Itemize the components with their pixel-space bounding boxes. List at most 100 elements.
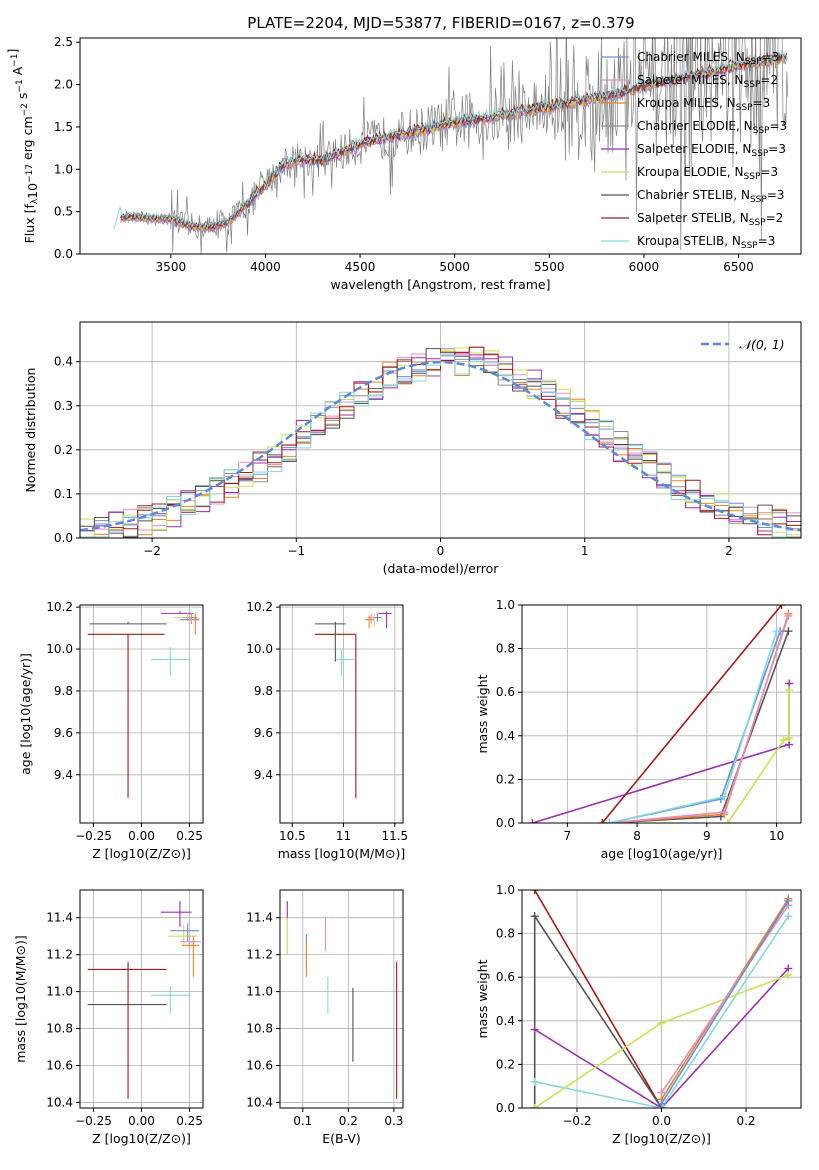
chart-age-vs-mass: 10.5 11 11.5 9.4 9.6 9.8 10.0 10.2 mass [log10(M…	[246, 600, 408, 861]
weight-line-salpeter-miles	[660, 904, 789, 1094]
plot-area	[113, 38, 789, 254]
y-axis-label: Normed distribution	[23, 368, 38, 493]
x-tick-label: 0.1	[293, 1114, 312, 1128]
model-spectrum-line	[120, 54, 788, 232]
legend-label: Chabrier STELIB, NSSP=3	[637, 188, 785, 205]
axes-frame	[521, 604, 802, 824]
y-tick-label: 2.5	[54, 35, 73, 49]
x-tick-label: 4500	[345, 260, 376, 274]
weight-marker	[605, 819, 614, 823]
x-tick-label: 0.25	[176, 1114, 203, 1128]
legend: 𝒩(0, 1)	[701, 337, 785, 352]
y-tick-label: 9.4	[254, 768, 273, 782]
normal-reference-curve	[80, 360, 801, 532]
x-axis-label: Z [log10(Z/Z⊙)]	[612, 1131, 711, 1146]
chart-spectrum: 3500 4000 4500 5000 5500 6000 6500 0.0 0.5 1.0 1.5…	[5, 35, 802, 292]
chart-weight-vs-age: 7 8 9 10 0.0 0.2 0.4 0.6 0.8 1.0 age [log10(age/yr…	[475, 598, 802, 861]
y-tick-label: 0.0	[496, 816, 515, 830]
y-tick-label: 1.0	[496, 883, 515, 897]
x-tick-label: 0	[437, 544, 445, 558]
errorbar-salpeter-elodie	[378, 611, 392, 629]
y-tick-label: 10.0	[246, 642, 273, 656]
errorbar-salpeter-miles	[179, 936, 202, 950]
x-axis-label: wavelength [Angstrom, rest frame]	[330, 277, 550, 292]
y-tick-label: 11.2	[46, 948, 73, 962]
y-tick-label: 1.0	[496, 598, 515, 612]
errorbar-chabrier-stelib	[314, 621, 346, 662]
y-tick-label: 11.0	[246, 985, 273, 999]
y-tick-label: 10.6	[46, 1059, 73, 1073]
weight-line-salpeter-stelib	[534, 890, 663, 1108]
y-axis-label: mass weight	[475, 674, 490, 753]
y-tick-label: 10.4	[246, 1095, 273, 1109]
y-tick-label: 10.6	[246, 1059, 273, 1073]
weight-line-salpeter-stelib	[601, 605, 783, 823]
y-tick-label: 11.2	[246, 948, 273, 962]
x-tick-label: 11.5	[381, 829, 408, 843]
weight-marker	[657, 1099, 666, 1108]
weight-marker	[657, 1088, 666, 1097]
y-tick-label: 10.8	[46, 1022, 73, 1036]
legend-label: Kroupa STELIB, NSSP=3	[637, 234, 775, 251]
y-tick-label: 9.6	[254, 726, 273, 740]
weight-marker	[785, 686, 794, 695]
weight-marker	[528, 819, 537, 823]
plot-area	[522, 605, 801, 823]
plot-area	[80, 890, 203, 1108]
weight-marker	[784, 971, 793, 980]
weight-line-chabrier-miles	[660, 900, 789, 1105]
plot-area	[80, 605, 203, 823]
errorbar-kroupa-miles	[365, 615, 375, 629]
y-tick-label: 0.8	[496, 927, 515, 941]
x-tick-label: 3500	[156, 260, 187, 274]
x-tick-label: 1	[581, 544, 589, 558]
chart-weight-vs-Z: −0.2 0.0 0.2 0.0 0.2 0.4 0.6 0.8 1.0 Z [log10(Z/Z…	[475, 883, 802, 1146]
axes-frame	[279, 604, 404, 824]
errorbar-kroupa-stelib	[151, 986, 190, 1014]
x-tick-label: −0.25	[75, 829, 112, 843]
model-spectrum-line	[120, 54, 788, 234]
y-tick-label: 0.2	[496, 1057, 515, 1071]
x-tick-label: 11	[336, 829, 351, 843]
errorbar-kroupa-miles	[181, 936, 200, 977]
x-tick-label: −0.2	[562, 1114, 591, 1128]
legend: Chabrier MILES, NSSP=3 Salpeter MILES, NS…	[601, 50, 787, 251]
weight-line-kroupa-stelib	[534, 915, 789, 1108]
legend-label: Salpeter MILES, NSSP=2	[637, 73, 778, 90]
x-tick-label: 10	[769, 829, 784, 843]
y-tick-label: 0.5	[54, 205, 73, 219]
x-tick-label: −2	[143, 544, 161, 558]
y-tick-label: 9.4	[54, 768, 73, 782]
y-tick-label: 0.6	[496, 685, 515, 699]
x-axis-label: Z [log10(Z/Z⊙)]	[92, 1131, 191, 1146]
x-tick-label: 0.00	[128, 1114, 155, 1128]
weight-marker	[657, 1018, 666, 1027]
x-axis-label: age [log10(age/yr)]	[601, 846, 723, 861]
y-axis-label: age [log10(age/yr)]	[18, 653, 33, 775]
x-tick-label: 0.3	[384, 1114, 403, 1128]
x-tick-label: 9	[703, 829, 711, 843]
errorbar-salpeter-stelib	[87, 962, 167, 1099]
weight-marker	[784, 912, 793, 921]
model-spectrum-line	[113, 49, 789, 229]
errorbar-salpeter-stelib	[87, 633, 165, 798]
x-axis-label: E(B-V)	[322, 1131, 361, 1146]
figure-title: PLATE=2204, MJD=53877, FIBERID=0167, z=0…	[247, 14, 634, 32]
errorbar-chabrier-stelib	[89, 621, 167, 625]
errorbar-salpeter-stelib	[314, 633, 357, 798]
legend-label: Chabrier MILES, NSSP=3	[637, 50, 779, 67]
weight-marker	[530, 890, 539, 894]
axes-frame	[279, 889, 404, 1109]
y-tick-label: 1.0	[54, 162, 73, 176]
y-tick-label: 9.6	[54, 726, 73, 740]
y-tick-label: 11.0	[46, 985, 73, 999]
y-tick-label: 0.1	[54, 487, 73, 501]
weight-marker	[530, 1104, 539, 1108]
histogram-steps	[80, 354, 801, 538]
y-tick-label: 0.2	[496, 772, 515, 786]
y-tick-label: 10.4	[46, 1095, 73, 1109]
x-tick-label: 8	[633, 829, 641, 843]
y-tick-label: 0.6	[496, 970, 515, 984]
x-tick-label: 10.5	[279, 829, 306, 843]
